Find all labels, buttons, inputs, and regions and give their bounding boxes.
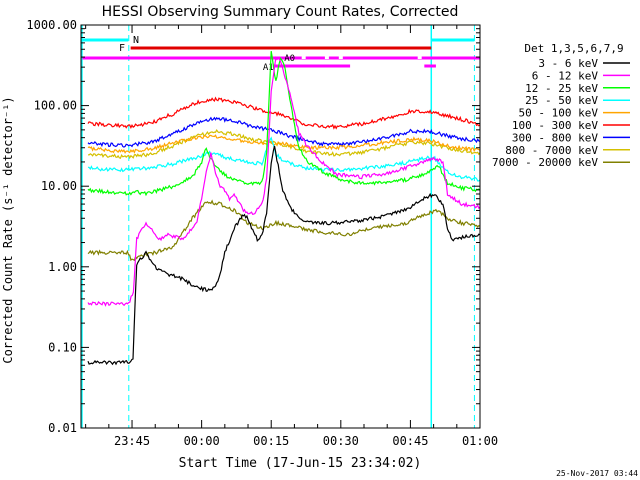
series-line-3-6-kev <box>87 145 480 366</box>
flags-layer: NF A1 A0 <box>81 25 480 428</box>
chart-title: HESSI Observing Summary Count Rates, Cor… <box>102 4 459 20</box>
flag-label-n: N <box>133 35 139 46</box>
x-tick-label: 00:15 <box>253 434 289 448</box>
legend-entry-label: 800 - 7000 keV <box>505 144 598 157</box>
attenuator-gap-0 <box>301 56 306 59</box>
flag-label-a1: A1 <box>263 63 274 73</box>
attenuator-gap-3 <box>417 56 422 59</box>
series-line-800-7000-kev <box>87 128 480 160</box>
series-line-100-300-kev <box>87 96 480 130</box>
legend-title: Det 1,3,5,6,7,9 <box>524 42 623 55</box>
y-tick-label: 10.00 <box>41 179 77 193</box>
legend-entry-label: 7000 - 20000 keV <box>492 156 598 169</box>
series-layer <box>87 51 480 366</box>
y-tick-label: 100.00 <box>34 99 77 113</box>
series-line-50-100-kev <box>87 134 480 154</box>
attenuator-gap-2 <box>338 56 343 59</box>
y-tick-label: 1000.00 <box>26 18 77 32</box>
y-tick-label: 0.01 <box>48 421 77 435</box>
legend-entry-label: 12 - 25 keV <box>525 82 598 95</box>
x-tick-label: 01:00 <box>462 434 498 448</box>
legend-entry-label: 50 - 100 keV <box>519 107 599 120</box>
legend-entry-label: 100 - 300 keV <box>512 119 598 132</box>
x-tick-label: 00:30 <box>323 434 359 448</box>
y-tick-label: 1.00 <box>48 260 77 274</box>
x-tick-label: 00:45 <box>392 434 428 448</box>
y-tick-label: 0.10 <box>48 340 77 354</box>
flag-label-a0: A0 <box>284 54 295 64</box>
x-tick-label: 23:45 <box>114 434 150 448</box>
y-axis-label: Corrected Count Rate (s⁻¹ detector⁻¹) <box>1 96 15 363</box>
axes: 1000.00 100.00 10.00 1.00 0.10 0.01 23:45 00:00… <box>26 18 498 448</box>
attenuator-gap-1 <box>324 56 329 59</box>
legend-entry-label: 25 - 50 keV <box>525 94 598 107</box>
series-line-7000-20000-kev <box>87 199 480 262</box>
series-line-25-50-kev <box>87 136 480 182</box>
date-stamp: 25-Nov-2017 03:44 <box>556 469 638 478</box>
legend-entry-label: 6 - 12 keV <box>532 69 599 82</box>
x-tick-label: 00:00 <box>184 434 220 448</box>
legend-entry-label: 3 - 6 keV <box>538 57 598 70</box>
x-axis-label: Start Time (17-Jun-15 23:34:02) <box>179 456 422 471</box>
series-line-6-12-kev <box>87 56 480 307</box>
legend-entry-label: 300 - 800 keV <box>512 131 598 144</box>
series-line-300-800-kev <box>87 116 480 148</box>
flag-label-f: F <box>119 43 125 54</box>
series-line-12-25-kev <box>87 51 480 197</box>
plot-frame <box>80 24 481 429</box>
